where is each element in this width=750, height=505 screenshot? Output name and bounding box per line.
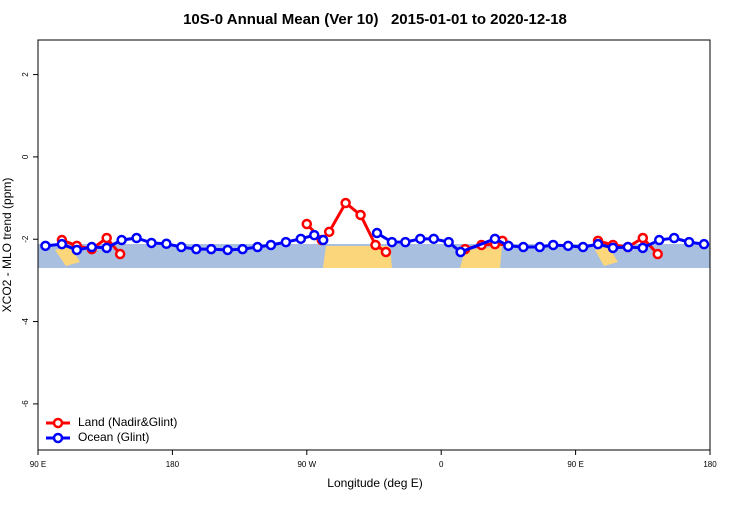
point (340, 197, 351, 209)
legend-label: Land (Nadir&Glint) (78, 415, 177, 429)
point (428, 233, 439, 245)
y-tick-label: 2 (21, 72, 30, 77)
y-tick-label: -4 (21, 317, 30, 325)
point (71, 244, 83, 256)
point (607, 242, 619, 254)
point (386, 236, 398, 248)
point (252, 241, 263, 253)
point (622, 241, 634, 253)
legend-marker (52, 417, 64, 429)
point (237, 243, 248, 255)
chart-title: 10S-0 Annual Mean (Ver 10) 2015-01-01 to… (183, 11, 567, 28)
land-blob (323, 246, 392, 268)
point (547, 239, 559, 251)
point (562, 240, 574, 252)
point (309, 229, 320, 241)
point (176, 241, 187, 253)
point (592, 238, 604, 250)
y-tick-label: -6 (21, 400, 30, 408)
x-tick-label: 90 E (567, 460, 583, 469)
x-tick-label: 0 (439, 460, 444, 469)
point (317, 234, 329, 246)
land-blob (595, 246, 618, 266)
point (161, 238, 172, 250)
x-tick-label: 90 E (30, 460, 46, 469)
x-axis-label: Longitude (deg E) (327, 476, 422, 490)
series-line (376, 231, 705, 254)
point (455, 246, 466, 258)
legend-label: Ocean (Glint) (78, 430, 149, 444)
point (637, 242, 649, 254)
point (355, 209, 366, 221)
plot-frame (37, 39, 711, 451)
y-tick-label: -2 (21, 235, 30, 243)
point (146, 237, 157, 249)
point (116, 234, 127, 246)
point (683, 236, 695, 248)
point (380, 246, 392, 258)
point (40, 240, 51, 252)
point (101, 242, 112, 254)
legend-marker (52, 432, 64, 444)
point (668, 232, 680, 244)
point (295, 233, 307, 245)
point (56, 238, 68, 250)
x-tick-label: 180 (703, 460, 717, 469)
point (534, 241, 546, 253)
point (205, 243, 217, 255)
point (652, 248, 663, 260)
y-axis-label: XCO2 - MLO trend (ppm) (0, 178, 14, 313)
point (489, 233, 501, 245)
point (323, 226, 335, 238)
point (265, 239, 277, 251)
point (86, 241, 98, 253)
point (371, 227, 383, 239)
point (415, 233, 426, 245)
point (443, 236, 454, 248)
point (637, 232, 649, 244)
point (280, 236, 292, 248)
land-blob (460, 246, 502, 268)
point (301, 218, 313, 230)
point (101, 232, 112, 244)
point (698, 238, 710, 250)
land-blob (55, 246, 80, 266)
point (503, 240, 514, 252)
point (222, 244, 233, 256)
x-tick-label: 180 (166, 460, 180, 469)
x-tick-label: 90 W (297, 460, 316, 469)
point (518, 241, 529, 253)
point (653, 234, 665, 246)
point (131, 232, 142, 244)
y-tick-label: 0 (21, 154, 30, 159)
point (577, 241, 589, 253)
point (400, 236, 411, 248)
point (114, 248, 126, 260)
point (370, 239, 381, 251)
point (191, 243, 202, 255)
